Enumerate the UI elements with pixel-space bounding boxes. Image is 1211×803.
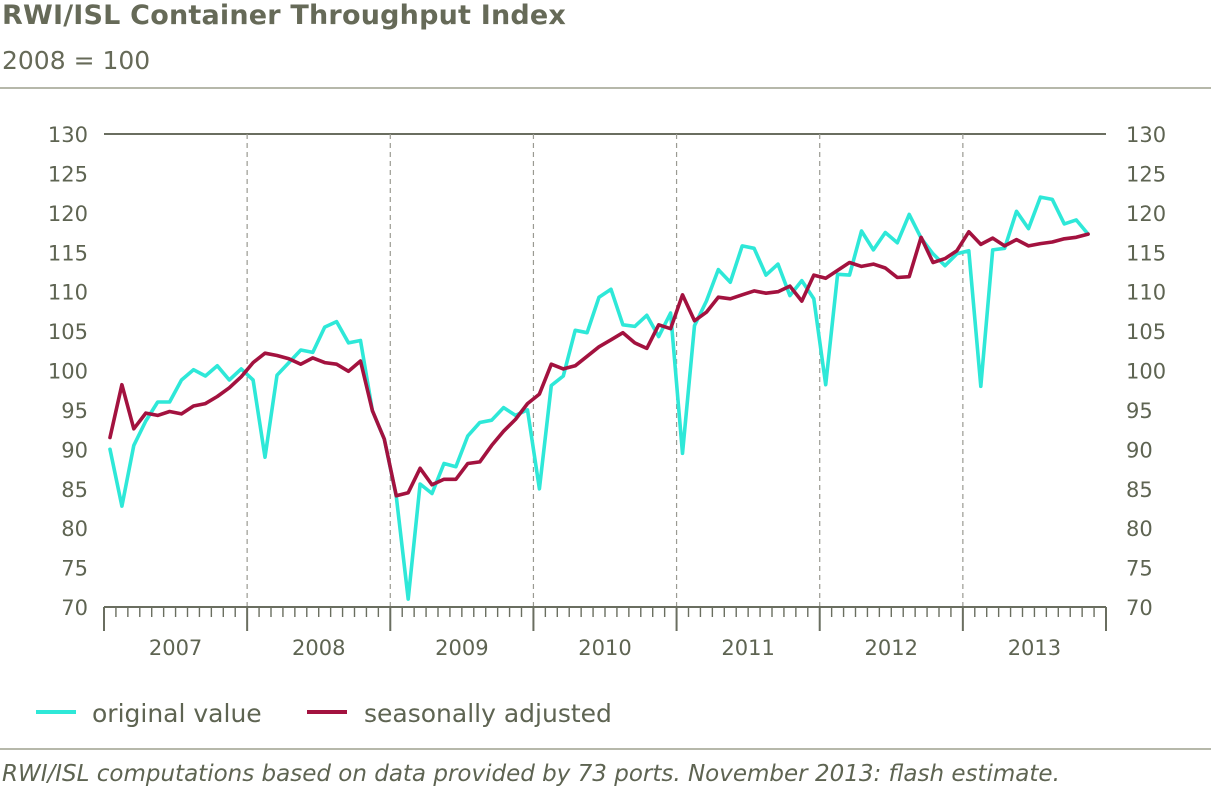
x-tick-label: 2007 <box>149 636 202 660</box>
x-tick-label: 2009 <box>435 636 488 660</box>
y-tick-label-left: 110 <box>48 281 88 305</box>
chart-title: RWI/ISL Container Throughput Index <box>2 0 567 31</box>
y-tick-label-left: 85 <box>61 478 88 502</box>
x-tick-label: 2012 <box>865 636 918 660</box>
legend-label: original value <box>92 699 262 728</box>
y-tick-label-right: 70 <box>1126 596 1153 620</box>
source-note: RWI/ISL computations based on data provi… <box>2 761 1060 787</box>
y-tick-label-left: 115 <box>48 241 88 265</box>
y-tick-label-left: 90 <box>61 438 88 462</box>
series-line-original <box>108 195 1090 601</box>
y-tick-label-left: 80 <box>61 517 88 541</box>
y-tick-label-left: 100 <box>48 360 88 384</box>
x-tick-label: 2013 <box>1008 636 1061 660</box>
chart-subtitle: 2008 = 100 <box>2 46 151 75</box>
y-tick-label-right: 110 <box>1126 281 1166 305</box>
series-line-adjusted <box>108 230 1090 498</box>
y-tick-label-right: 125 <box>1126 162 1166 186</box>
top-divider <box>0 87 1211 89</box>
legend-label: seasonally adjusted <box>364 699 612 728</box>
x-tick-label: 2008 <box>292 636 345 660</box>
y-tick-label-right: 120 <box>1126 202 1166 226</box>
y-tick-label-left: 105 <box>48 320 88 344</box>
y-tick-label-left: 75 <box>61 557 88 581</box>
chart-axes: 70 70 75 75 80 80 85 85 90 90 95 95 100 100 105 105 110 1… <box>48 123 1166 660</box>
y-tick-label-left: 125 <box>48 162 88 186</box>
y-tick-label-right: 100 <box>1126 360 1166 384</box>
y-tick-label-right: 105 <box>1126 320 1166 344</box>
bottom-divider <box>0 748 1211 750</box>
chart-legend: original value seasonally adjusted <box>36 699 612 728</box>
x-tick-label: 2010 <box>578 636 631 660</box>
chart-grid <box>104 133 1106 607</box>
y-tick-label-left: 130 <box>48 123 88 147</box>
y-tick-label-right: 90 <box>1126 438 1153 462</box>
y-tick-label-left: 120 <box>48 202 88 226</box>
y-tick-label-right: 80 <box>1126 517 1153 541</box>
y-tick-label-left: 70 <box>61 596 88 620</box>
y-tick-label-right: 85 <box>1126 478 1153 502</box>
y-tick-label-right: 95 <box>1126 399 1153 423</box>
y-tick-label-left: 95 <box>61 399 88 423</box>
y-tick-label-right: 75 <box>1126 557 1153 581</box>
chart-series <box>108 195 1090 601</box>
y-tick-label-right: 115 <box>1126 241 1166 265</box>
y-tick-label-right: 130 <box>1126 123 1166 147</box>
throughput-chart: 70 70 75 75 80 80 85 85 90 90 95 95 100 100 105 105 110 1… <box>36 123 1166 728</box>
x-tick-label: 2011 <box>721 636 774 660</box>
